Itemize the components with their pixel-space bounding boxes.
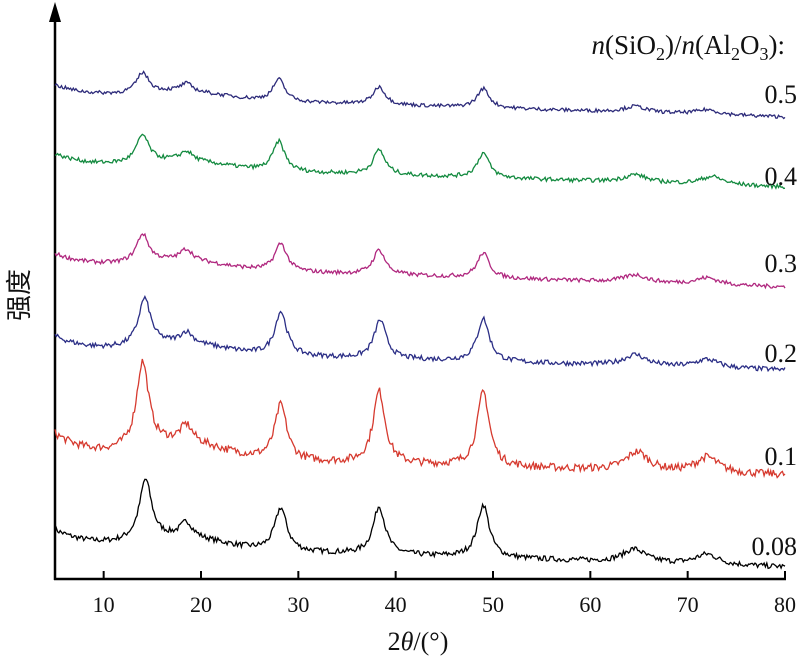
x-tick-label: 20 <box>190 592 212 617</box>
series-line-0_1 <box>54 358 786 479</box>
series-line-0_3 <box>54 232 786 290</box>
series-labels: 0.08 0.1 0.2 0.3 0.4 0.5 <box>752 80 798 561</box>
series-label-0_2: 0.2 <box>765 339 798 368</box>
x-tick-label: 10 <box>93 592 115 617</box>
series-line-0_4 <box>54 133 786 190</box>
series-line-0_08 <box>54 478 786 570</box>
legend-title: n(SiO2)/n(Al2O3): <box>591 30 785 64</box>
series-line-0_5 <box>54 70 786 120</box>
x-tick-label: 60 <box>579 592 601 617</box>
x-axis-title: 2θ/(°) <box>388 627 449 656</box>
series-label-0_3: 0.3 <box>765 249 798 278</box>
series-label-0_08: 0.08 <box>752 532 798 561</box>
x-tick-label: 40 <box>385 592 407 617</box>
series-label-0_1: 0.1 <box>765 442 798 471</box>
y-axis-title: 强度 <box>5 269 35 321</box>
x-tick-label: 50 <box>482 592 504 617</box>
x-ticks: 10 20 30 40 50 60 70 80 <box>93 571 796 617</box>
series-line-0_2 <box>54 295 786 373</box>
x-tick-label: 30 <box>287 592 309 617</box>
series-label-0_4: 0.4 <box>765 162 798 191</box>
series-label-0_5: 0.5 <box>765 80 798 109</box>
series-lines <box>54 70 786 570</box>
x-tick-label: 70 <box>677 592 699 617</box>
x-tick-label: 80 <box>774 592 796 617</box>
y-axis-arrow-icon <box>49 2 61 22</box>
